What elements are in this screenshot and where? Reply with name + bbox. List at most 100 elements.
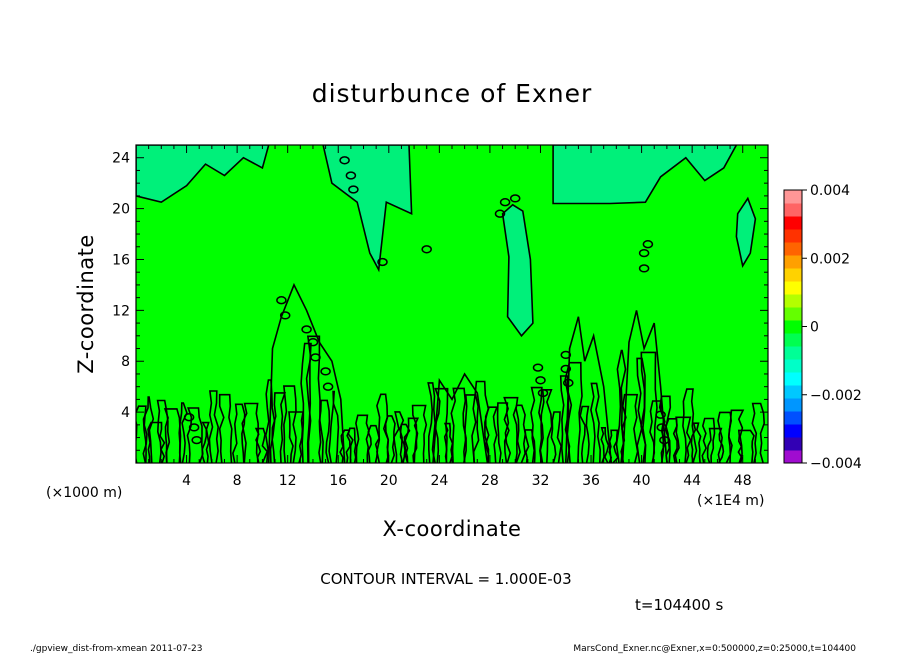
contour-plume-28 <box>393 411 405 463</box>
colorbar-swatch-11 <box>784 320 802 334</box>
x-tick-label: 28 <box>481 473 499 489</box>
y-tick-label: 16 <box>112 252 130 268</box>
colorbar-swatch-16 <box>784 255 802 269</box>
y-tick-label: 20 <box>112 202 130 218</box>
colorbar-swatch-8 <box>784 359 802 373</box>
footer-left: ./gpview_dist-from-xmean 2011-07-23 <box>30 644 202 654</box>
time-text: t=104400 s <box>635 596 723 614</box>
contour-plume-50 <box>600 427 610 463</box>
closed-contour-19 <box>563 378 574 388</box>
closed-contour-11 <box>279 311 291 320</box>
closed-contour-21 <box>535 376 546 385</box>
contour-plume-27 <box>384 415 396 463</box>
colorbar-swatch-12 <box>784 307 802 321</box>
colorbar-swatch-1 <box>784 450 802 464</box>
contour-plume-60 <box>682 388 698 463</box>
colorbar-swatch-13 <box>784 294 802 308</box>
closed-contour-9 <box>642 240 654 249</box>
contour-plume-9 <box>208 390 220 463</box>
contour-plume-45 <box>550 411 562 463</box>
closed-contour-18 <box>560 364 572 374</box>
contour-plume-67 <box>751 402 766 463</box>
contour-plume-66 <box>737 429 755 463</box>
x-tick-label: 44 <box>683 473 701 489</box>
x-tick-label: 24 <box>430 473 448 489</box>
negative-region-4 <box>552 145 738 205</box>
colorbar-tick-label: 0.004 <box>810 183 850 199</box>
contour-plume-21 <box>328 390 340 463</box>
colorbar-swatch-10 <box>784 333 802 347</box>
x-tick-label: 36 <box>582 473 600 489</box>
contour-plume-23 <box>347 427 357 463</box>
x-tick-label: 12 <box>279 473 297 489</box>
contour-plume-64 <box>717 411 733 463</box>
contour-plume-10 <box>218 393 233 463</box>
closed-contour-23 <box>655 410 666 419</box>
x-tick-label: 16 <box>329 473 347 489</box>
contour-plume-14 <box>264 379 276 463</box>
y-tick-label: 12 <box>112 303 130 319</box>
closed-contour-16 <box>322 382 334 391</box>
colorbar-swatch-7 <box>784 372 802 386</box>
y-axis-label: Z-coordinate <box>74 234 98 374</box>
contour-plume-30 <box>404 417 420 463</box>
colorbar-tick-label: −0.004 <box>810 456 862 472</box>
closed-contour-7 <box>638 248 650 258</box>
contour-plume-24 <box>355 414 370 463</box>
colorbar-swatch-17 <box>784 242 802 256</box>
closed-contour-26 <box>188 423 200 432</box>
y-axis: 4 8 12 16 20 24 <box>112 151 768 451</box>
contour-plume-32 <box>427 382 436 463</box>
x-axis-label: X-coordinate <box>383 517 522 541</box>
colorbar-swatch-20 <box>784 203 802 217</box>
x-tick-label: 48 <box>734 473 752 489</box>
closed-contour-3 <box>348 185 359 194</box>
colorbar-swatch-19 <box>784 216 802 230</box>
closed-contour-17 <box>560 350 572 360</box>
contour-plume-43 <box>530 386 544 463</box>
contour-structure-4 <box>621 310 668 463</box>
contour-plume-8 <box>201 421 210 463</box>
closed-contour-28 <box>183 413 195 422</box>
negative-region-1 <box>136 145 270 204</box>
closed-contour-5 <box>494 209 506 218</box>
closed-contour-20 <box>532 363 544 372</box>
closed-contour-12 <box>301 325 312 334</box>
footer-right: MarsCond_Exner.nc@Exner,x=0:500000,z=0:2… <box>573 644 856 654</box>
contour-plume-58 <box>665 418 678 463</box>
closed-contour-4 <box>499 198 511 207</box>
colorbar-swatch-6 <box>784 385 802 399</box>
contour-plume-34 <box>443 422 454 463</box>
colorbar-swatch-21 <box>784 190 802 204</box>
negative-region-5 <box>735 196 757 268</box>
x-axis: 4 8 12 16 20 24 28 32 36 40 44 48 <box>148 145 756 489</box>
contour-plume-15 <box>271 392 287 463</box>
contour-plume-48 <box>579 405 590 463</box>
colorbar-tick-label: 0 <box>810 320 819 336</box>
contour-interval-text: CONTOUR INTERVAL = 1.000E-03 <box>320 570 571 588</box>
colorbar-swatch-14 <box>784 281 802 295</box>
x-tick-label: 40 <box>633 473 651 489</box>
contour-plume-37 <box>471 380 490 463</box>
chart-title: disturbunce of Exner <box>312 79 593 108</box>
closed-contour-29 <box>377 257 388 267</box>
negative-region-2 <box>322 145 413 273</box>
contour-plume-6 <box>178 402 188 463</box>
contour-plume-17 <box>288 411 304 463</box>
contour-plume-2 <box>142 396 155 463</box>
contour-lines <box>136 145 766 463</box>
contour-plume-38 <box>484 406 499 463</box>
closed-contour-6 <box>509 194 521 203</box>
contour-plume-31 <box>411 404 428 463</box>
colorbar: −0.004 −0.002 0 0.002 0.004 <box>783 183 862 472</box>
closed-contour-14 <box>310 353 321 362</box>
contour-plume-62 <box>701 417 716 463</box>
contour-plume-29 <box>399 423 411 463</box>
contour-plume-33 <box>434 387 449 463</box>
x-tick-label: 32 <box>532 473 550 489</box>
contour-plume-55 <box>640 351 658 463</box>
contour-plume-65 <box>727 409 745 463</box>
contour-plume-41 <box>512 404 527 463</box>
contour-plume-11 <box>232 403 246 463</box>
